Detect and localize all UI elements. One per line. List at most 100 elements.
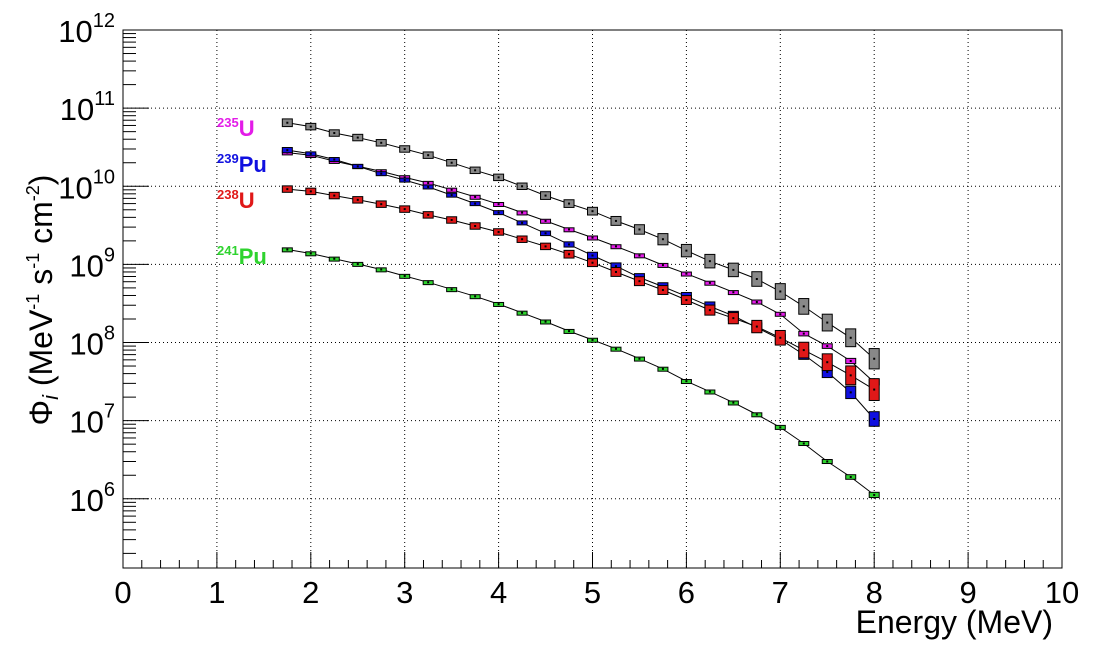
data-point <box>333 194 336 197</box>
data-point <box>755 278 758 281</box>
data-point <box>849 359 852 362</box>
data-point <box>614 245 617 248</box>
data-point <box>732 291 735 294</box>
data-point <box>521 211 524 214</box>
data-point <box>591 338 594 341</box>
data-point <box>380 203 383 206</box>
data-point <box>568 330 571 333</box>
data-point <box>826 460 829 463</box>
data-point <box>568 253 571 256</box>
y-axis-exp3: -2 <box>23 185 43 201</box>
data-point <box>403 176 406 179</box>
data-point <box>568 202 571 205</box>
data-point <box>427 185 430 188</box>
data-point <box>779 426 782 429</box>
data-point <box>732 401 735 404</box>
data-point <box>614 265 617 268</box>
grid-lines <box>123 30 1062 568</box>
data-point <box>591 210 594 213</box>
data-point <box>732 268 735 271</box>
data-point <box>474 195 477 198</box>
data-point <box>849 374 852 377</box>
data-point <box>638 254 641 257</box>
y-axis-symbol: Φ <box>23 400 59 426</box>
data-point <box>802 305 805 308</box>
data-point <box>309 125 312 128</box>
data-point <box>497 303 500 306</box>
y-tick-label: 1010 <box>58 166 115 205</box>
data-point <box>591 236 594 239</box>
data-point <box>802 442 805 445</box>
data-point <box>427 213 430 216</box>
data-point <box>873 388 876 391</box>
x-tick-label: 7 <box>772 575 789 610</box>
data-point <box>873 357 876 360</box>
data-point <box>286 149 289 152</box>
data-point <box>614 219 617 222</box>
data-point <box>685 299 688 302</box>
data-point <box>521 221 524 224</box>
y-axis-exp1: -1 <box>23 294 43 310</box>
data-point <box>544 219 547 222</box>
y-tick-labels: 106 107 108 109 1010 1011 1012 <box>58 10 115 518</box>
data-point <box>849 391 852 394</box>
data-point <box>732 317 735 320</box>
data-series <box>281 118 880 499</box>
y-axis-subscript: i <box>38 394 63 400</box>
data-point <box>544 245 547 248</box>
y-tick-label: 106 <box>69 479 115 518</box>
data-point <box>403 147 406 150</box>
data-point <box>685 272 688 275</box>
data-point <box>826 345 829 348</box>
data-point <box>497 230 500 233</box>
x-tick-label: 4 <box>490 575 507 610</box>
y-axis-unit-open: (MeV <box>23 309 59 395</box>
data-point <box>380 268 383 271</box>
data-point <box>802 332 805 335</box>
series-line <box>287 152 875 383</box>
y-tick-label: 109 <box>69 244 115 283</box>
data-point <box>661 238 664 241</box>
data-point <box>614 347 617 350</box>
y-axis-exp2: -1 <box>23 253 43 269</box>
data-point <box>403 179 406 182</box>
data-point <box>309 190 312 193</box>
data-point <box>685 249 688 252</box>
x-tick-label: 10 <box>1045 575 1079 610</box>
data-point <box>333 132 336 135</box>
data-point <box>427 182 430 185</box>
legend: 235U 239Pu 238U 241Pu <box>217 115 267 269</box>
series-total <box>281 118 880 370</box>
data-point <box>661 367 664 370</box>
x-tick-label: 0 <box>114 575 131 610</box>
data-point <box>755 325 758 328</box>
data-point <box>638 280 641 283</box>
data-point <box>474 295 477 298</box>
data-point <box>614 270 617 273</box>
data-point <box>309 252 312 255</box>
data-point <box>708 260 711 263</box>
data-point <box>661 264 664 267</box>
data-point <box>286 188 289 191</box>
series-238U <box>281 185 880 401</box>
data-point <box>568 243 571 246</box>
x-tick-label: 9 <box>959 575 976 610</box>
data-point <box>544 320 547 323</box>
data-point <box>497 203 500 206</box>
data-point <box>309 152 312 155</box>
data-point <box>826 321 829 324</box>
y-axis-title: Φi (MeV-1 s-1 cm-2) <box>23 175 63 426</box>
data-point <box>286 248 289 251</box>
y-axis-unit-close: ) <box>23 175 59 186</box>
data-point <box>826 370 829 373</box>
data-point <box>474 224 477 227</box>
data-point <box>521 185 524 188</box>
data-point <box>849 336 852 339</box>
series-line <box>287 149 875 420</box>
data-point <box>356 263 359 266</box>
data-point <box>873 493 876 496</box>
data-point <box>450 161 453 164</box>
x-tick-labels: 0 1 2 3 4 5 6 7 8 9 10 <box>114 575 1079 610</box>
y-tick-label: 108 <box>69 323 115 362</box>
